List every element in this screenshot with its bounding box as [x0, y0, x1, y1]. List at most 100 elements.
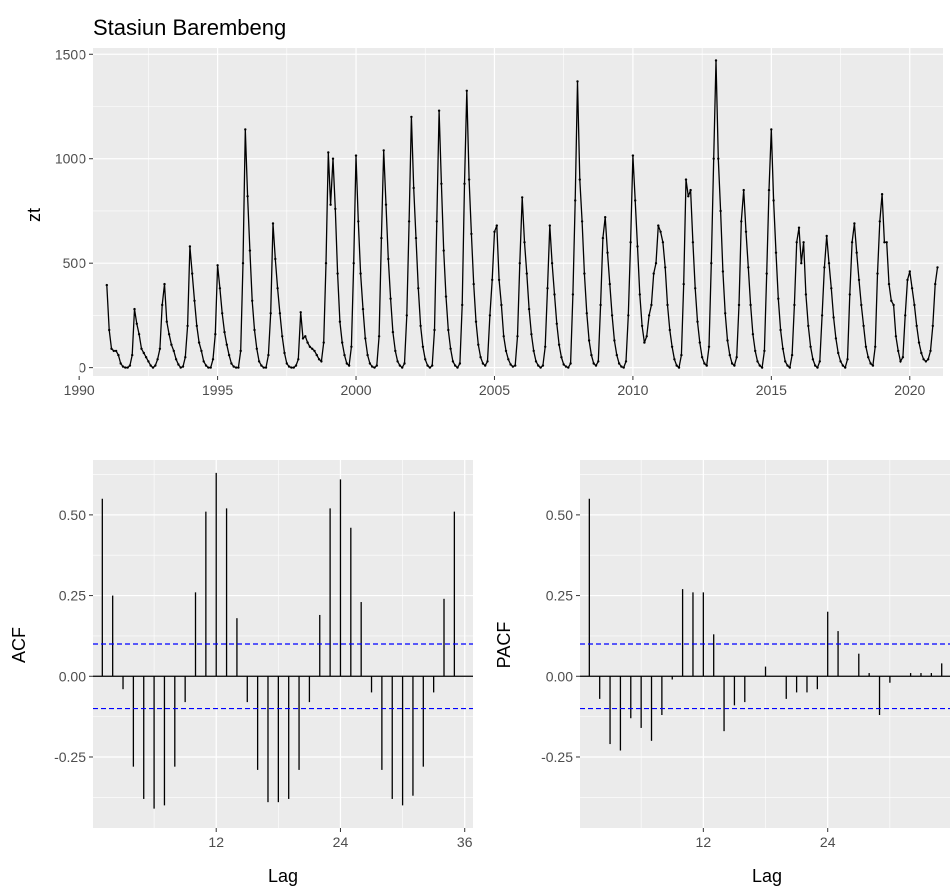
ts-x-tick-label: 2015 [756, 382, 787, 398]
ts-data-point [195, 324, 198, 328]
ts-data-point [435, 220, 438, 223]
ts-data-point [366, 353, 369, 357]
ts-data-point [825, 234, 828, 238]
ts-data-point [874, 345, 877, 348]
ts-data-point [267, 353, 270, 357]
ts-data-point [308, 345, 312, 348]
ts-data-point [221, 312, 224, 315]
ts-data-point [668, 328, 671, 332]
ts-data-point [832, 316, 835, 319]
ts-data-point [617, 362, 621, 365]
acf-x-tick-label: 36 [457, 834, 473, 850]
ts-data-point [112, 349, 116, 353]
ts-data-point [338, 320, 342, 323]
ts-data-point [311, 347, 314, 350]
ts-data-point [234, 366, 238, 369]
ts-data-point [426, 364, 429, 367]
ts-data-point [876, 272, 879, 275]
ts-data-point [345, 362, 348, 365]
ts-data-point [830, 287, 833, 290]
ts-data-point [610, 314, 614, 317]
ts-data-point [244, 128, 247, 131]
ts-data-point [368, 362, 372, 365]
ts-data-point [892, 303, 895, 307]
ts-data-point [470, 232, 473, 236]
ts-data-point [860, 303, 863, 307]
ts-data-point [209, 366, 212, 369]
ts-data-point [878, 220, 881, 223]
ts-data-point [850, 241, 854, 244]
ts-data-point [465, 89, 468, 93]
ts-data-point [670, 345, 674, 348]
ts-data-point [477, 343, 480, 346]
ts-data-point [518, 262, 521, 265]
ts-data-point [394, 349, 397, 353]
ts-data-point [841, 364, 845, 367]
ts-data-point [324, 262, 328, 265]
pacf-y-tick-label: 0.25 [546, 588, 573, 604]
ts-data-point [844, 366, 847, 369]
ts-data-point [114, 349, 118, 353]
ts-data-point [682, 282, 685, 286]
ts-y-tick-label: 1000 [55, 151, 86, 167]
ts-data-point [781, 347, 785, 350]
acf-y-tick-label: 0.25 [59, 588, 86, 604]
ts-data-point [214, 333, 217, 336]
ts-data-point [290, 366, 293, 369]
ts-data-point [848, 293, 851, 296]
ts-data-point [689, 188, 692, 192]
ts-data-point [677, 366, 681, 369]
ts-data-point [119, 362, 122, 365]
ts-data-point [613, 339, 616, 342]
ts-data-point [620, 365, 623, 368]
ts-data-point [869, 362, 872, 365]
ts-data-point [696, 320, 699, 323]
ts-data-point [894, 335, 898, 338]
ts-data-point [197, 341, 201, 344]
ts-data-point [814, 364, 817, 367]
ts-data-point [597, 360, 600, 363]
ts-data-point [361, 307, 365, 311]
ts-data-point [433, 328, 436, 332]
ts-data-point [193, 299, 196, 302]
ts-x-tick-label: 2010 [617, 382, 648, 398]
ts-data-point [451, 360, 455, 363]
ts-data-point [444, 295, 448, 298]
ts-data-point [458, 362, 462, 365]
ts-data-point [484, 364, 487, 367]
ts-data-point [511, 365, 515, 368]
ts-data-point [144, 356, 148, 359]
ts-data-point [807, 324, 810, 328]
ts-data-point [285, 362, 288, 365]
ts-data-point [167, 333, 171, 336]
ts-data-point [707, 345, 711, 348]
ts-data-point [301, 337, 305, 340]
ts-data-point [804, 293, 808, 296]
ts-data-point [373, 366, 376, 369]
ts-data-point [818, 360, 821, 363]
ts-data-point [474, 320, 478, 323]
ts-data-point [550, 262, 554, 265]
ts-data-point [880, 193, 884, 196]
ts-data-point [820, 314, 824, 317]
ts-data-point [855, 251, 858, 254]
ts-data-point [661, 241, 665, 244]
ts-data-point [599, 303, 602, 307]
ts-data-point [191, 272, 194, 275]
ts-data-point [920, 351, 923, 355]
ts-data-point [281, 335, 284, 338]
ts-data-point [163, 282, 166, 286]
ts-data-point [650, 303, 653, 307]
ts-data-point [156, 358, 159, 361]
ts-data-point [230, 362, 233, 365]
ts-data-point [218, 287, 222, 290]
pacf-y-tick-label: -0.25 [541, 749, 573, 765]
ts-data-point [463, 182, 466, 185]
ts-data-point [594, 364, 598, 367]
ts-data-point [585, 312, 588, 315]
ts-data-point [527, 307, 531, 311]
ts-data-point [500, 303, 503, 307]
ts-data-point [299, 311, 302, 314]
ts-data-point [834, 337, 838, 340]
ts-data-point [694, 287, 697, 290]
